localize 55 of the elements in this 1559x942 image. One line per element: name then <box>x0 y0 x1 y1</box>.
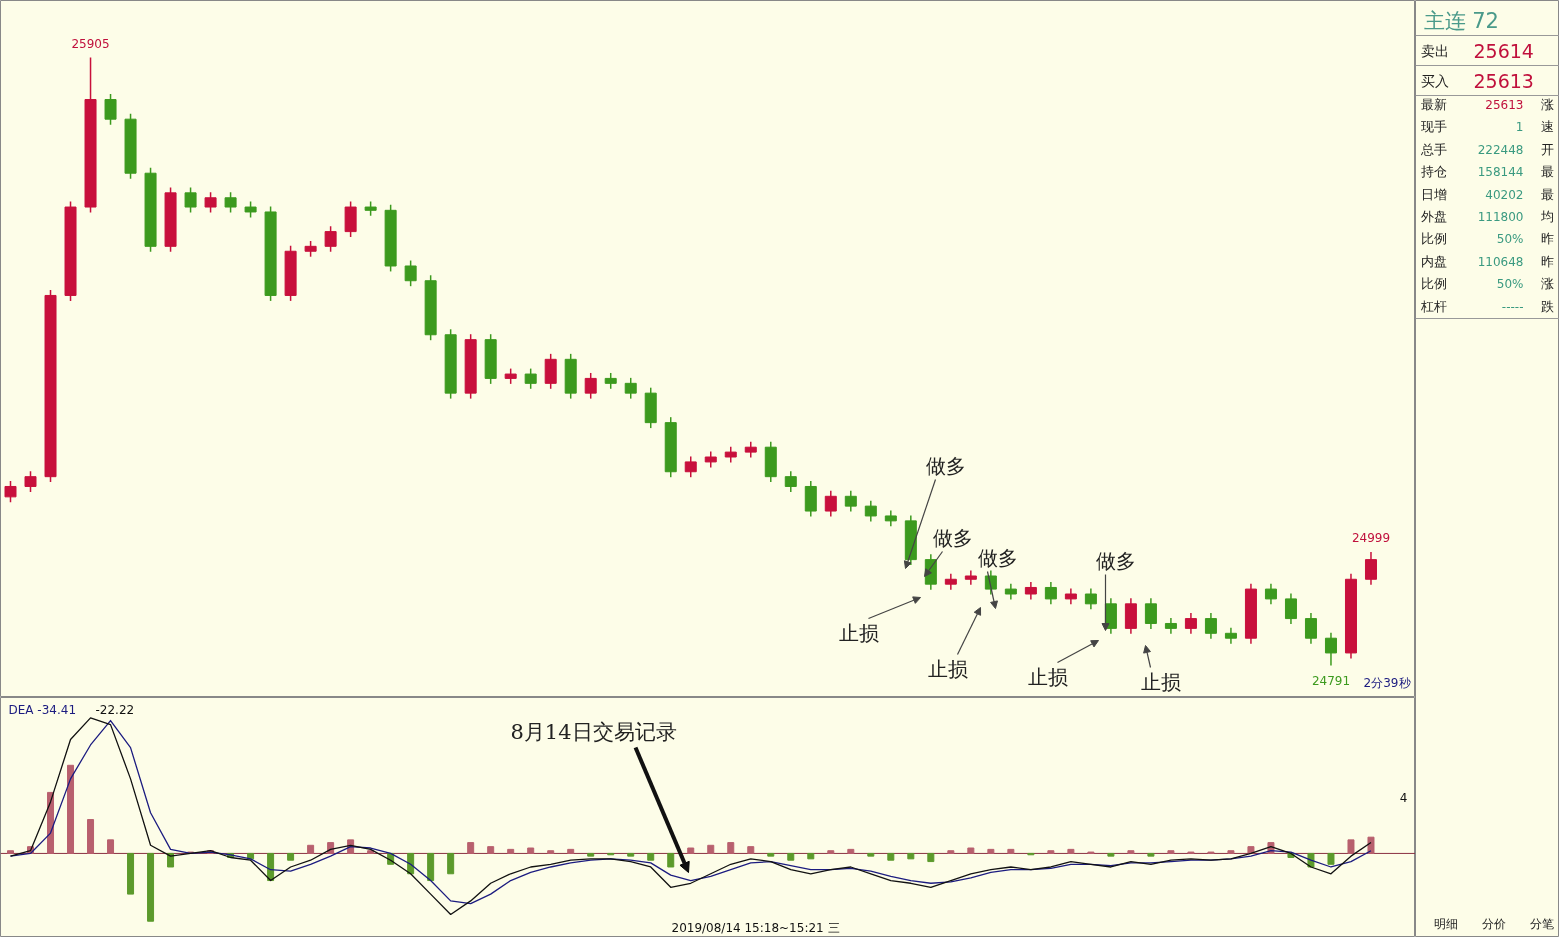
text: 比例 <box>1420 276 1447 292</box>
text: 110648 <box>1477 254 1524 269</box>
text: 111800 <box>1477 210 1524 224</box>
text: 买入 <box>1420 72 1449 89</box>
text: 分价 <box>1481 916 1506 931</box>
text: 昨 <box>1540 253 1554 269</box>
text: 昨 <box>1540 231 1554 247</box>
text: -22.22 <box>95 703 135 717</box>
text: 4 <box>1399 791 1408 805</box>
text: 40202 <box>1485 187 1524 202</box>
annotation: 止损 <box>1027 664 1068 689</box>
text: 速 <box>1540 119 1554 135</box>
annotation: 做多 <box>932 525 973 550</box>
annotation: 25905 <box>71 36 110 51</box>
text: 比例 <box>1420 231 1447 247</box>
text: 外盘 <box>1420 209 1447 224</box>
text: 明细 <box>1433 916 1458 931</box>
text: 持仓 <box>1420 164 1447 180</box>
text: 杠杆 <box>1419 298 1447 314</box>
text: 2分39秒 <box>1363 675 1411 690</box>
text: 开 <box>1540 141 1554 157</box>
text: 25614 <box>1473 39 1534 62</box>
text: 跌 <box>1540 298 1554 314</box>
annotation: 8月14日交易记录 <box>510 719 677 744</box>
annotation: 24791 <box>1311 673 1351 688</box>
text: DEA -34.41 <box>8 702 77 717</box>
text: 涨 <box>1540 276 1554 292</box>
text: 主连 72 <box>1423 8 1499 33</box>
text: 最 <box>1540 164 1554 180</box>
text: 25613 <box>1485 98 1524 112</box>
text: 涨 <box>1540 97 1554 112</box>
annotation: 2019/08/14 15:18~15:21 三 <box>671 920 840 935</box>
annotation: 24999 <box>1351 530 1391 545</box>
text: 内盘 <box>1420 253 1447 269</box>
text: 50% <box>1496 276 1524 291</box>
text: 总手 <box>1419 141 1447 157</box>
text: 25613 <box>1473 69 1534 92</box>
text: ----- <box>1501 299 1524 314</box>
text: 50% <box>1496 231 1524 246</box>
text: 止损 <box>1140 669 1181 694</box>
annotation: 做多 <box>1095 548 1136 573</box>
text: 分笔 <box>1529 916 1554 931</box>
text: 现手 <box>1420 119 1447 135</box>
annotation: 止损 <box>927 656 968 681</box>
text: 均 <box>1539 209 1554 224</box>
text: 最新 <box>1420 97 1447 112</box>
text: 1 <box>1515 120 1524 135</box>
text: 日增 <box>1420 186 1447 202</box>
text: 最 <box>1540 186 1554 202</box>
annotation: 止损 <box>838 620 879 645</box>
text: 158144 <box>1477 165 1524 180</box>
text: 222448 <box>1477 142 1524 157</box>
text: 卖出 <box>1420 42 1449 59</box>
annotation: 做多 <box>925 453 966 478</box>
annotation: 做多 <box>977 545 1018 570</box>
